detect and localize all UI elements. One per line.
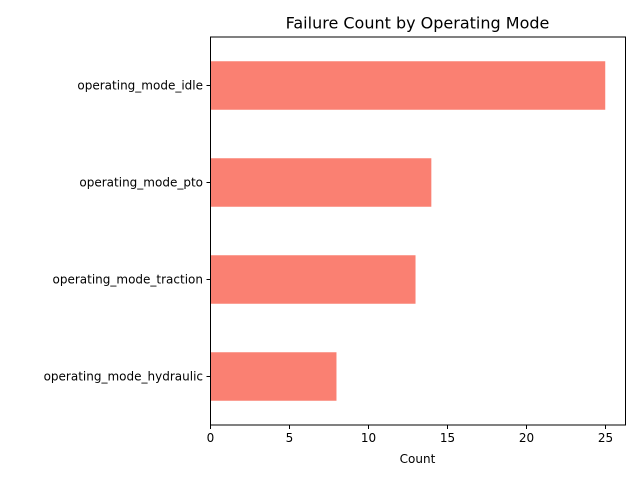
x-tick-label: 25 — [598, 431, 613, 445]
bar-operating-mode-pto — [210, 158, 432, 207]
x-tick-label: 10 — [361, 431, 376, 445]
y-axis-ticks: operating_mode_idle operating_mode_ptoope… — [44, 79, 211, 384]
y-tick-label: operating_mode_traction — [53, 273, 204, 287]
y-tick-label: operating_mode_idle — [77, 79, 203, 93]
y-tick-label: operating_mode_pto — [79, 176, 203, 190]
bar-operating-mode-traction — [210, 255, 416, 304]
y-tick-label: operating_mode_hydraulic — [44, 370, 203, 384]
x-tick-label: 20 — [519, 431, 534, 445]
bar-operating-mode-idle — [210, 61, 606, 110]
x-tick-label: 5 — [286, 431, 294, 445]
bar-operating-mode-hydraulic — [210, 352, 337, 401]
x-axis-ticks: 0 5 10 15 20 25 — [207, 425, 613, 445]
plot-frame — [210, 36, 626, 426]
x-axis-label: Count — [400, 452, 436, 466]
x-tick-label: 0 — [207, 431, 215, 445]
chart-title: Failure Count by Operating Mode — [286, 14, 550, 33]
x-tick-label: 15 — [440, 431, 455, 445]
bars-layer — [210, 61, 606, 401]
